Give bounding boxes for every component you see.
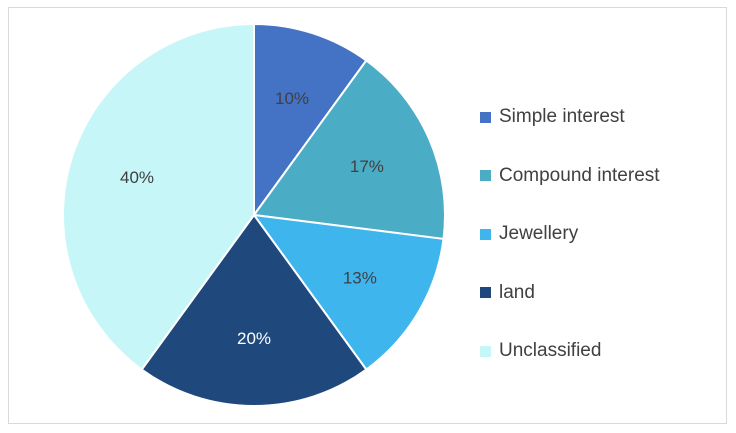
legend-label: Compound interest — [499, 164, 660, 186]
pie-slice-land — [140, 213, 368, 407]
legend-item-simple-interest: Simple interest — [480, 88, 660, 147]
data-label-land: 20% — [237, 329, 271, 348]
legend-label: Unclassified — [499, 340, 602, 362]
legend-label: Simple interest — [499, 106, 625, 128]
pie-slice-compound-interest — [252, 59, 446, 241]
data-label-unclassified: 40% — [120, 168, 154, 187]
legend-swatch — [480, 228, 491, 240]
legend-item-unclassified: Unclassified — [480, 322, 660, 381]
legend-label: land — [499, 281, 535, 303]
pie-slice-simple-interest — [253, 22, 368, 219]
legend-swatch — [480, 111, 491, 123]
data-label-jewellery: 13% — [343, 269, 377, 288]
legend-item-compound-interest: Compound interest — [480, 147, 660, 206]
legend-swatch — [480, 345, 491, 357]
legend-label: Jewellery — [499, 223, 579, 245]
data-label-compound-interest: 17% — [350, 157, 384, 176]
chart-legend: Simple interest Compound interest Jeweller… — [480, 88, 660, 381]
pie-slice-jewellery — [251, 213, 445, 371]
legend-swatch — [480, 170, 491, 182]
data-label-simple-interest: 10% — [275, 89, 309, 108]
pie-slice-unclassified — [62, 22, 255, 371]
legend-swatch — [480, 287, 491, 299]
legend-item-jewellery: Jewellery — [480, 205, 660, 264]
legend-item-land: land — [480, 264, 660, 323]
